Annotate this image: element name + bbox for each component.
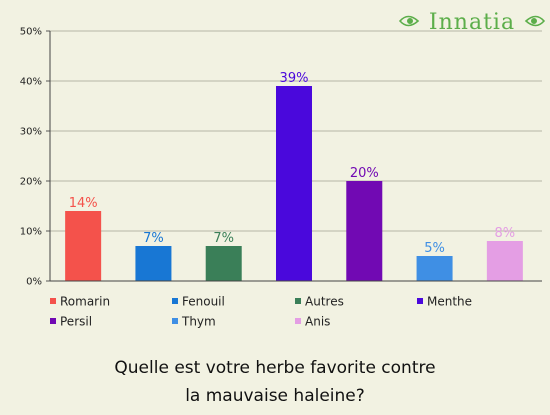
y-tick-label: 30%: [20, 127, 42, 138]
legend-item-thym: Thym: [172, 315, 216, 329]
value-label: 8%: [495, 226, 516, 241]
bar-romarin: [65, 211, 102, 281]
value-label: 14%: [69, 196, 98, 211]
value-label: 20%: [350, 166, 379, 181]
legend-label: Thym: [181, 315, 216, 329]
legend-swatch: [295, 298, 301, 304]
legend-swatch: [50, 318, 56, 324]
legend-swatch: [172, 298, 178, 304]
bar-persil: [346, 181, 383, 281]
value-label: 5%: [424, 241, 445, 256]
value-labels: 14% 7% 7% 39% 20% 5% 8%: [69, 71, 515, 256]
bar-thym: [416, 256, 453, 281]
legend-label: Persil: [60, 315, 92, 329]
value-label: 7%: [143, 231, 164, 246]
legend-swatch: [295, 318, 301, 324]
legend: Romarin Fenouil Autres Menthe Persil Thym Anis: [50, 295, 472, 329]
legend-swatch: [172, 318, 178, 324]
legend-item-autres: Autres: [295, 295, 344, 309]
legend-swatch: [417, 298, 423, 304]
bar-anis: [486, 241, 523, 281]
legend-item-fenouil: Fenouil: [172, 295, 225, 309]
chart-title-line-2: la mauvaise haleine?: [185, 386, 365, 406]
leaf-icon-right: [524, 15, 546, 27]
y-tick-label: 20%: [20, 177, 42, 188]
legend-label: Anis: [305, 315, 330, 329]
value-label: 39%: [280, 71, 309, 86]
bar-autres: [205, 246, 242, 281]
chart-title: Quelle est votre herbe favorite contre l…: [0, 354, 550, 410]
legend-item-persil: Persil: [50, 315, 92, 329]
logo-text: Innatia: [429, 10, 515, 35]
legend-label: Fenouil: [182, 295, 225, 309]
legend-item-anis: Anis: [295, 315, 330, 329]
legend-label: Autres: [305, 295, 344, 309]
innatia-logo: Innatia: [398, 10, 546, 35]
y-tick-label: 0%: [26, 277, 42, 288]
bar-fenouil: [135, 246, 172, 281]
bars: [65, 86, 523, 281]
legend-label: Romarin: [60, 295, 110, 309]
y-tick-label: 10%: [20, 227, 42, 238]
legend-label: Menthe: [427, 295, 472, 309]
legend-swatch: [50, 298, 56, 304]
legend-item-romarin: Romarin: [50, 295, 110, 309]
y-tick-label: 40%: [20, 77, 42, 88]
leaf-icon-left: [398, 15, 420, 27]
bar-menthe: [276, 86, 312, 281]
y-axis-ticks: 0% 10% 20% 30% 40% 50%: [20, 27, 50, 288]
bar-chart: 0% 10% 20% 30% 40% 50% 14% 7% 7% 39% 20% 5% 8% Roma…: [20, 27, 542, 329]
y-tick-label: 50%: [20, 27, 42, 38]
axes: [49, 31, 542, 282]
value-label: 7%: [213, 231, 234, 246]
chart-title-line-1: Quelle est votre herbe favorite contre: [114, 358, 436, 378]
legend-item-menthe: Menthe: [417, 295, 472, 309]
